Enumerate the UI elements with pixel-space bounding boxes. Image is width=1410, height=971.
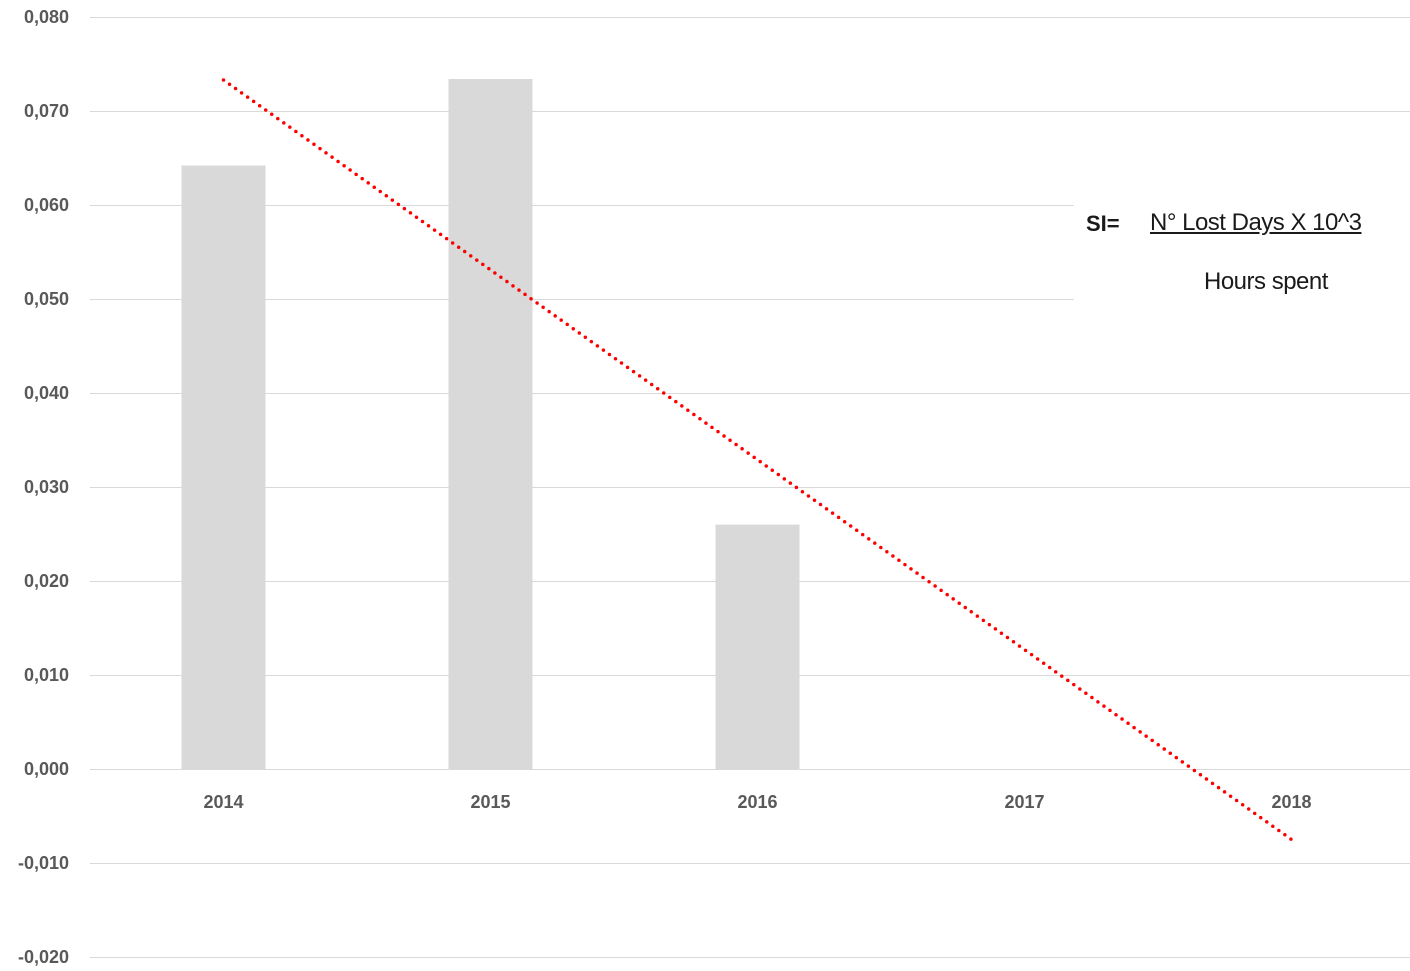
bar-2016 bbox=[715, 524, 800, 769]
y-tick-label: 0,010 bbox=[24, 665, 69, 685]
y-tick-label: 0,030 bbox=[24, 477, 69, 497]
y-tick-label: -0,010 bbox=[18, 853, 69, 873]
formula-label: SI= bbox=[1086, 211, 1120, 236]
x-tick-label-2016: 2016 bbox=[737, 792, 777, 812]
bar-2015 bbox=[448, 79, 533, 770]
formula-denominator: Hours spent bbox=[1204, 268, 1328, 295]
formula-annotation: SI= N° Lost Days X 10^3 Hours spent bbox=[1074, 198, 1410, 310]
x-tick-label-2015: 2015 bbox=[470, 792, 510, 812]
y-tick-label: 0,000 bbox=[24, 759, 69, 779]
x-tick-label-2018: 2018 bbox=[1271, 792, 1311, 812]
y-tick-label: 0,080 bbox=[24, 7, 69, 27]
y-tick-label: 0,020 bbox=[24, 571, 69, 591]
x-tick-label-2017: 2017 bbox=[1004, 792, 1044, 812]
x-axis-tick-labels: 2014 2015 2016 2017 2018 bbox=[203, 792, 1311, 812]
x-tick-label-2014: 2014 bbox=[203, 792, 243, 812]
gridlines bbox=[90, 17, 1410, 958]
y-tick-label: 0,040 bbox=[24, 383, 69, 403]
y-tick-label: 0,060 bbox=[24, 195, 69, 215]
bars bbox=[181, 79, 800, 770]
y-tick-label: -0,020 bbox=[18, 947, 69, 967]
y-tick-label: 0,070 bbox=[24, 101, 69, 121]
bar-2014 bbox=[181, 165, 266, 769]
y-tick-label: 0,050 bbox=[24, 289, 69, 309]
formula-numerator: N° Lost Days X 10^3 bbox=[1150, 209, 1362, 236]
y-axis-tick-labels: -0,020 -0,010 0,000 0,010 0,020 0,030 0,040 0,0… bbox=[18, 7, 69, 967]
